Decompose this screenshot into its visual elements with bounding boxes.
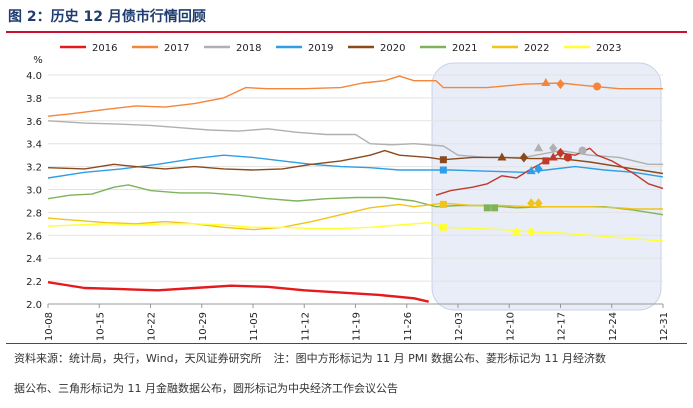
marker-diamond-2019 [534,163,543,174]
marker-triangle-2023 [512,226,522,235]
marker-diamond-2022 [527,198,536,209]
series-line-2017 [47,75,663,117]
bond-yield-line-chart: 2.0 2.2 2.4 2.6 2.8 3.0 3.2 3.4 3.6 3.8 4.0% 10-08 1… [26,43,670,340]
series-line-2016 [47,281,429,303]
marker-diamond-2017 [556,79,565,90]
legend-label-2018: 2018 [236,43,261,54]
marker-triangle-2016-post [548,152,558,161]
x-tick-label: 10-29 [198,312,209,340]
y-tick-label: 3.0 [26,186,42,197]
marker-square-2016-post [542,157,550,165]
series-line-2020 [47,149,664,175]
x-tick-label: 11-19 [352,312,363,340]
marker-triangle-2020 [497,152,507,161]
marker-diamond-2022 [534,198,543,209]
y-tick-label: 4.0 [26,71,42,82]
x-tick-label: 12-10 [505,312,516,340]
marker-diamond-2018 [549,143,558,154]
x-tick-label: 11-26 [403,312,414,340]
legend-label-2022: 2022 [524,43,549,54]
y-axis-unit: % [33,55,43,66]
marker-triangle-2019 [526,166,536,175]
marker-square-2023 [439,223,447,231]
footer-divider [6,343,687,344]
y-tick-label: 2.4 [26,254,42,265]
highlight-region [431,62,662,311]
figure-title: 图 2：历史 12 月债市行情回顾 [8,9,206,25]
series-line-2018 [47,120,663,165]
x-tick-label: 10-22 [147,312,158,340]
legend-label-2019: 2019 [308,43,333,54]
note-text-line2: 据公布、三角形标记为 11 月金融数据公布，圆形标记为中央经济工作会议公告 [14,382,398,395]
series-line-2023 [47,222,664,242]
legend-label-2023: 2023 [596,43,621,54]
marker-circle-2016-post [563,153,572,162]
x-tick-label: 10-15 [95,312,106,340]
x-tick-label: 12-17 [557,312,568,340]
marker-triangle-2018 [534,143,544,152]
note-text-line1: 注：图中方形标记为 11 月 PMI 数据公布、菱形标记为 11 月经济数 [273,352,606,365]
y-tick-label: 3.6 [26,117,42,128]
marker-diamond-2016-post [556,147,565,158]
marker-square-2021 [483,204,491,212]
marker-triangle-2017 [541,78,551,87]
legend-label-2016: 2016 [92,43,117,54]
y-tick-label: 3.4 [26,140,42,151]
x-tick-label: 12-03 [454,312,465,340]
x-tick-label: 10-08 [44,312,55,340]
series-line-2022 [47,202,663,231]
x-tick-label: 11-12 [300,312,311,340]
legend-label-2020: 2020 [380,43,405,54]
marker-circle-2018 [578,146,587,155]
y-tick-label: 3.8 [26,94,42,105]
title-divider [6,31,687,33]
x-tick-label: 12-31 [659,312,670,340]
marker-circle-2017 [593,82,602,91]
y-tick-label: 2.0 [26,300,42,311]
x-tick-label: 12-24 [608,312,619,340]
source-note: 资料来源：统计局，央行，Wind，天风证券研究所 注：图中方形标记为 11 月 P… [14,350,606,366]
marker-diamond-2020 [519,152,528,163]
y-tick-label: 3.2 [26,163,42,174]
marker-square-2021 [491,204,499,212]
marker-square-2020 [439,156,447,164]
legend-label-2017: 2017 [164,43,189,54]
series-line-2019 [47,154,664,179]
y-tick-label: 2.2 [26,277,42,288]
marker-square-2022 [439,200,447,208]
source-text: 资料来源：统计局，央行，Wind，天风证券研究所 [14,352,262,365]
y-tick-label: 2.6 [26,231,42,242]
marker-diamond-2023 [527,226,536,237]
legend-label-2021: 2021 [452,43,477,54]
marker-square-2019 [439,166,447,174]
y-tick-label: 2.8 [26,208,42,219]
x-tick-label: 11-05 [249,312,260,340]
